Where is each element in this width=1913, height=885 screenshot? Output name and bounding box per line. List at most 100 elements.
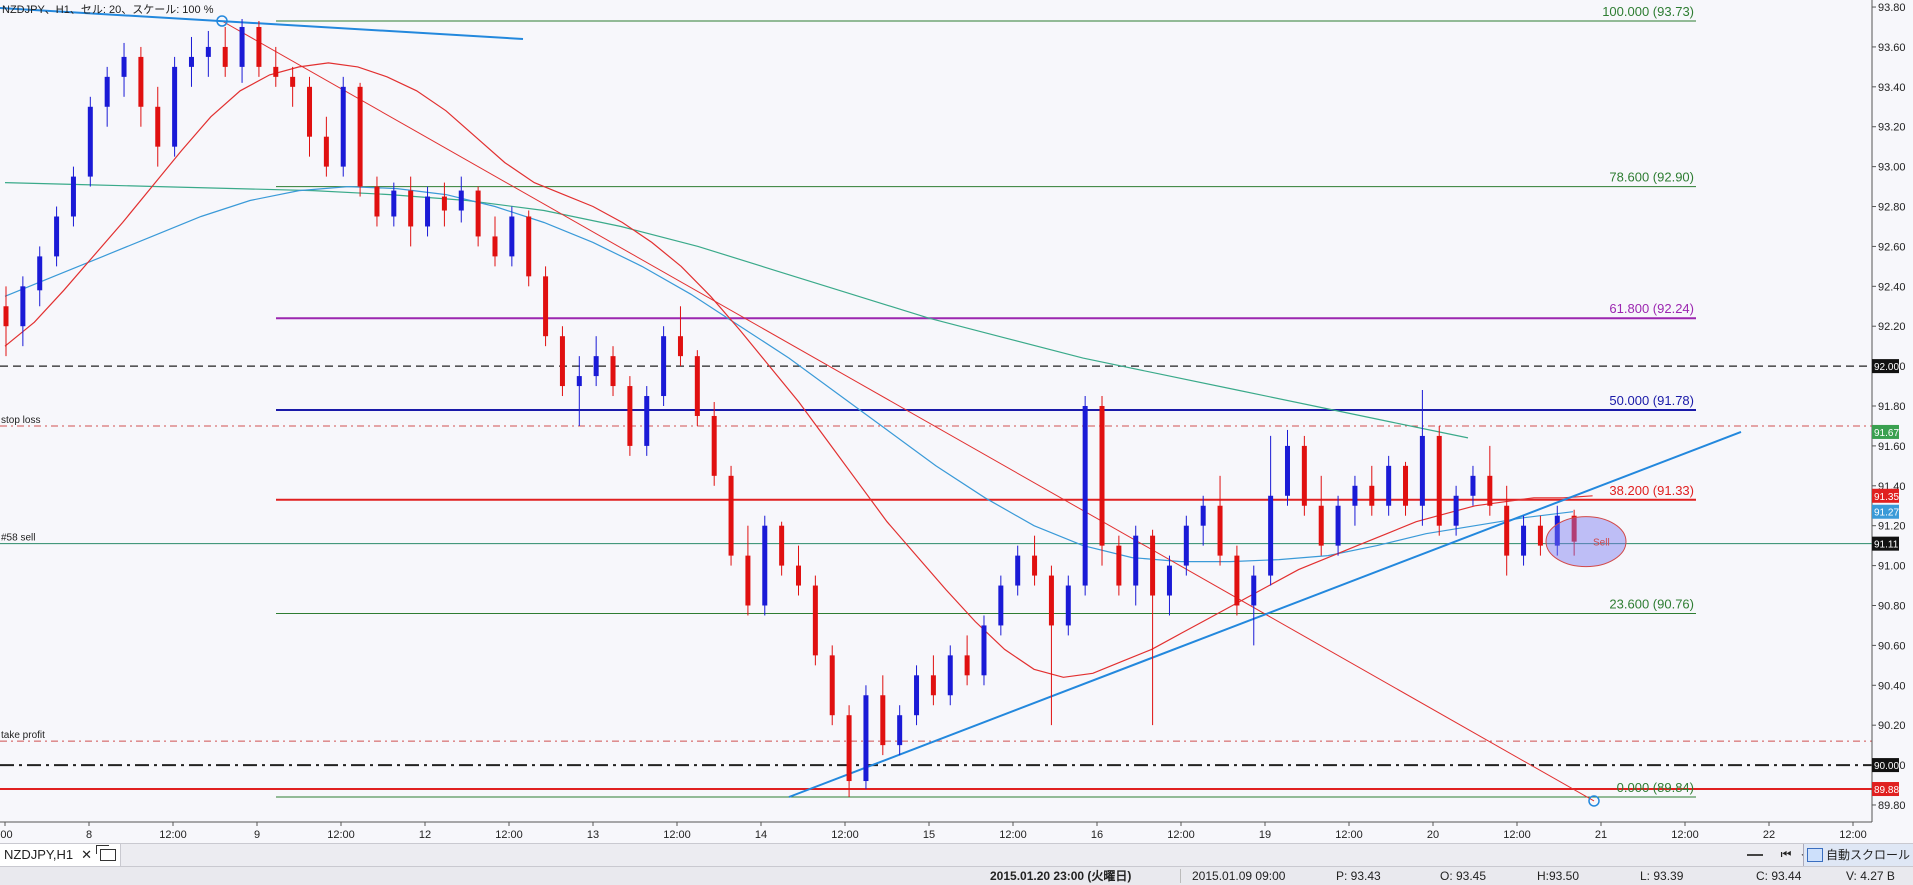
candle-body [70,176,76,217]
tab-nzdjpy-h1[interactable]: NZDJPY,H1 ✕ [0,844,122,866]
status-bar: 2015.01.20 23:00 (火曜日) 2015.01.09 09:00 … [0,866,1913,885]
price-tick-label: 92.40 [1878,281,1906,293]
trendline-anchor [216,15,228,27]
price-tag-label: 90.00 [1874,761,1899,772]
candle-body [559,336,565,387]
price-tag [1872,504,1899,519]
trendline [788,431,1742,798]
price-tick-label: 93.60 [1878,42,1906,54]
time-tick-label: 12:00 [1503,829,1531,841]
candle-body [1251,575,1257,606]
candle-body [1116,545,1122,586]
price-tick-label: 92.60 [1878,241,1906,253]
close-icon[interactable]: ✕ [81,847,93,862]
candle-body [205,46,211,57]
candle-body [1133,535,1139,586]
candle-body [1065,585,1071,626]
sell-order-label: #58 sell [1,533,35,544]
candle-body [947,655,953,696]
candle-body [492,236,498,257]
time-tick-label: 14 [755,829,767,841]
candle-body [728,475,734,556]
time-tick-label: 13 [587,829,599,841]
trendlines [0,7,1742,807]
price-tick-label: 93.40 [1878,82,1906,94]
candle-body [1082,406,1088,586]
candle-body [273,66,279,77]
candle-body [1032,555,1038,576]
candle-body [1369,485,1375,506]
candle-body [914,675,920,716]
price-tag-label: 91.27 [1874,508,1899,519]
price-tag-label: 92.00 [1874,362,1899,373]
candle-body [155,106,161,147]
candle-body [1537,525,1543,546]
price-tick-label: 92.80 [1878,202,1906,214]
candle-body [188,56,194,67]
zoom-out-icon[interactable] [1747,854,1763,856]
scroll-first-icon[interactable]: ⏮ [1780,847,1792,861]
time-tick-label: 12:00 [999,829,1027,841]
candle-body [138,56,144,107]
status-l: L: 93.39 [1640,869,1684,883]
price-tick-label: 93.20 [1878,122,1906,134]
price-tag [1872,536,1899,551]
price-tick-label: 91.00 [1878,561,1906,573]
candle-body [711,415,717,476]
candle-body [981,625,987,676]
fibonacci-label: 0.000 (89.84) [1617,780,1694,795]
price-tag [1872,359,1899,374]
time-tick-label: 19 [1259,829,1271,841]
price-tick-label: 90.20 [1878,720,1906,732]
candle-body [677,336,683,357]
candle-body [998,585,1004,626]
candle-body [1048,575,1054,626]
candle-body [391,190,397,217]
status-p: P: 93.43 [1336,869,1381,883]
auto-scroll-label: 自動スクロール [1825,848,1910,862]
price-tick-label: 90.60 [1878,640,1906,652]
price-tick-label: 93.80 [1878,2,1906,14]
candle-body [796,565,801,586]
time-tick-label: 9 [254,829,260,841]
time-tick-label: 12:00 [663,829,691,841]
window-icon[interactable] [96,845,117,861]
time-tick-label: 12:00 [1335,829,1363,841]
slow-moving-average [4,182,1469,439]
price-chart[interactable]: stop loss take profit #58 sell 100.000 (93.… [0,0,1913,843]
trendline [221,20,1595,802]
trendline-anchor [1588,795,1600,807]
time-tick-label: 16 [1091,829,1103,841]
price-tag [1872,424,1899,439]
price-tag-label: 91.11 [1874,540,1899,551]
price-tag-label: 91.35 [1874,492,1899,503]
candle-body [779,525,785,566]
candle-body [694,356,700,416]
candle-body [745,555,751,606]
candle-body [374,186,380,217]
candle-body [1284,445,1290,496]
candle-body [1386,465,1392,506]
price-tick-label: 89.80 [1878,800,1906,812]
candle-body [1403,465,1409,506]
candle-body [340,86,346,167]
time-tick-label: 12:00 [1167,829,1195,841]
status-start: 2015.01.09 09:00 [1192,869,1286,883]
fibonacci-label: 100.000 (93.73) [1602,4,1694,19]
overlays: Sell [1545,516,1627,568]
candle-body [1217,505,1223,556]
price-axis: 93.80 93.60 93.40 93.20 93.00 92.80 92.60 92.40… [1871,0,1906,822]
candle-body [846,715,852,782]
time-tick-label: 8 [86,829,92,841]
candle-body [290,76,296,87]
time-tick-label: 22 [1763,829,1775,841]
candle-body [1183,525,1189,566]
candle-body [458,190,464,211]
time-tick-label: 12:00 [159,829,187,841]
candle-body [1554,515,1560,546]
candle-body [593,356,599,377]
auto-scroll-button[interactable]: 自動スクロール [1802,844,1913,866]
candle-body [1419,435,1425,506]
time-tick-label: 12:00 [831,829,859,841]
time-tick-label: 12:00 [1839,829,1867,841]
